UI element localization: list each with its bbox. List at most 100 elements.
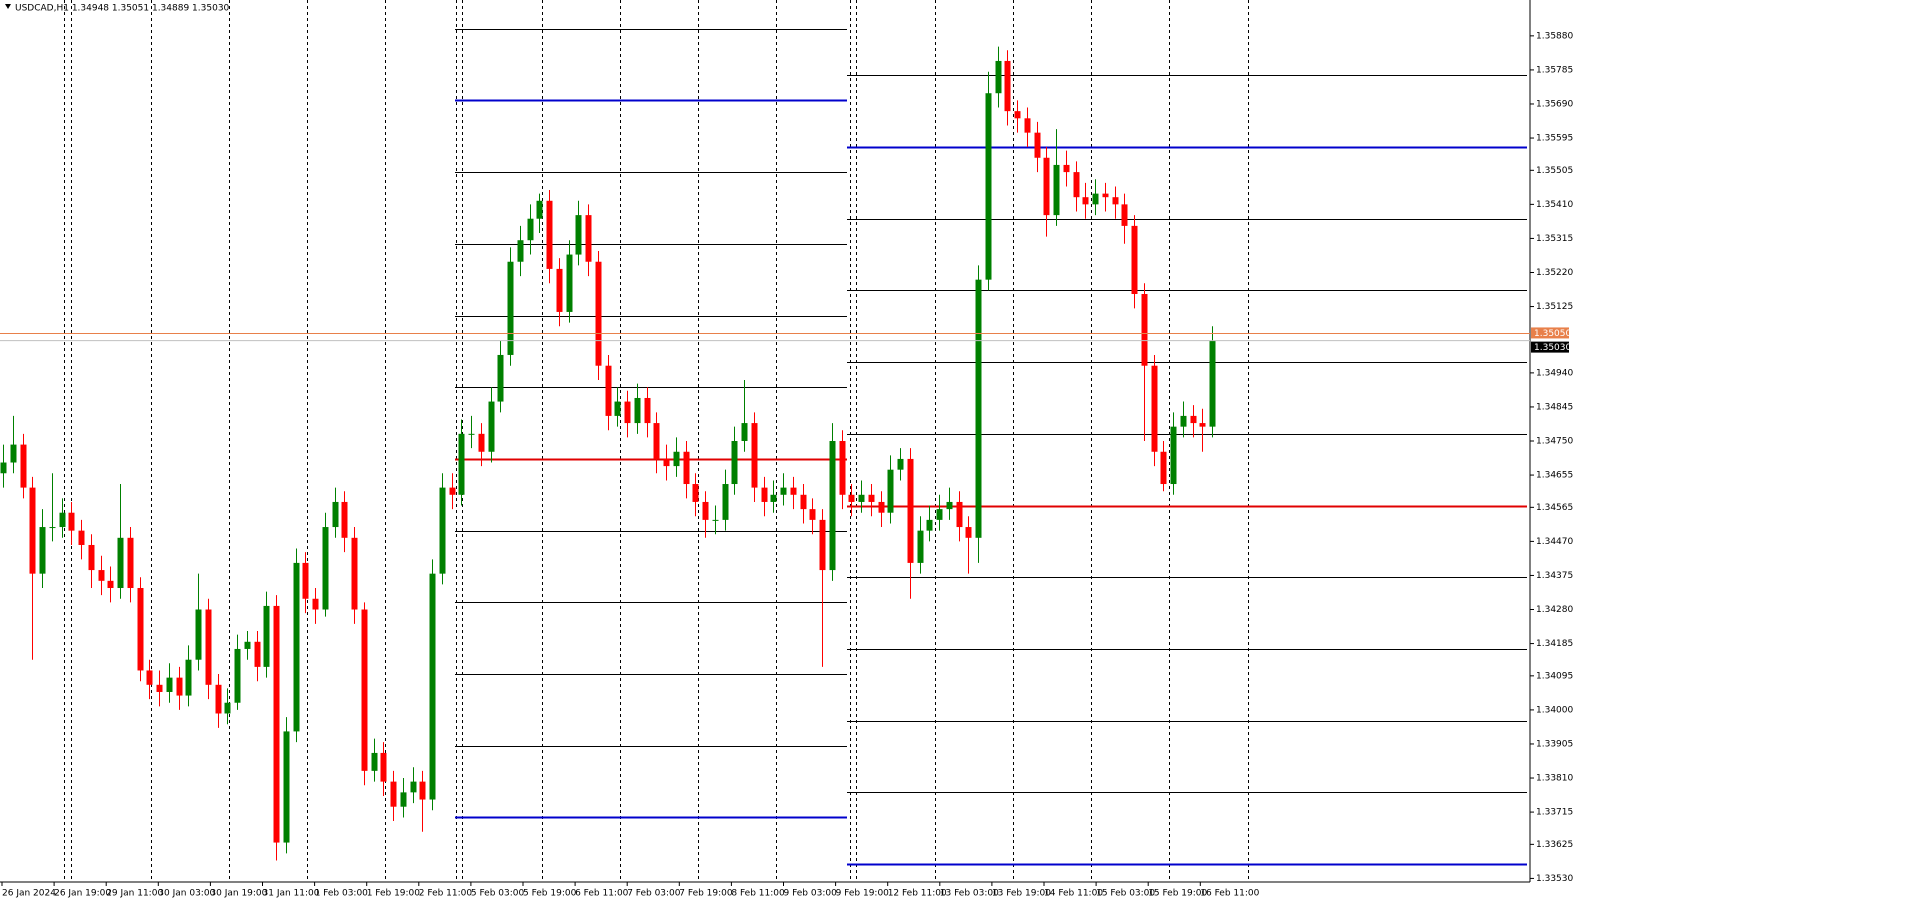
candle-body [10,444,17,463]
candle-body [185,659,192,696]
candle-body [312,598,319,610]
candle-body [819,519,826,571]
x-tick-label: 6 Feb 11:00 [575,889,629,899]
x-tick-label: 29 Jan 11:00 [106,889,163,899]
candle-body [1092,193,1099,205]
candle-body [1024,118,1031,133]
candle-body [790,487,797,495]
candle-body [224,702,231,714]
candle-body [78,530,85,545]
candle-body [410,781,417,793]
candle-body [663,458,670,467]
candle-body [897,458,904,470]
candle-body [624,401,631,424]
candle-body [644,397,651,424]
candle-body [575,215,582,255]
candle-body [926,519,933,531]
candle-body [68,512,75,531]
bid-label: 1.35050 [1534,329,1571,339]
y-tick-label: 1.35785 [1536,65,1573,75]
candle-body [556,268,563,312]
candle-body [605,365,612,416]
candle-body [449,487,456,495]
candle-body [517,240,524,262]
candle-body [995,60,1002,94]
candle-body [1082,197,1089,205]
y-tick-label: 1.35690 [1536,99,1573,109]
candle-body [731,441,738,485]
y-tick-label: 1.33530 [1536,874,1573,884]
separators [64,0,1249,882]
x-tick-label: 5 Feb 19:00 [523,889,577,899]
x-tick-label: 7 Feb 03:00 [627,889,681,899]
x-tick-label: 26 Jan 19:00 [54,889,111,899]
candle-body [390,781,397,807]
bid-label-box [1531,327,1569,339]
candle-body [1209,340,1216,427]
candle-body [380,752,387,782]
candle-body [741,423,748,441]
candle-body [49,527,56,529]
y-tick-label: 1.34375 [1536,571,1573,581]
y-tick-label: 1.34940 [1536,368,1573,378]
candle-body [985,93,992,280]
candle-body [907,458,914,563]
candle-body [673,451,680,467]
y-tick-label: 1.33810 [1536,774,1573,784]
x-tick-label: 1 Feb 19:00 [367,889,421,899]
x-tick-label: 31 Jan 11:00 [263,889,320,899]
candle-body [283,731,290,843]
candle-body [770,494,777,502]
y-tick-label: 1.33905 [1536,739,1573,749]
candle-body [39,527,46,574]
x-tick-label: 15 Feb 03:00 [1096,889,1155,899]
menu-arrow[interactable] [5,4,11,9]
candle-body [868,494,875,502]
candle-body [107,580,114,588]
candle-body [439,487,446,574]
x-tick-label: 12 Feb 11:00 [888,889,947,899]
candle-body [146,670,153,685]
candle-body [702,501,709,520]
candle-body [1151,365,1158,452]
candle-body [400,792,407,807]
x-tick-label: 8 Feb 11:00 [731,889,785,899]
candle-body [88,544,95,571]
candle-body [858,494,865,502]
candle-body [1199,423,1206,427]
y-tick-label: 1.35595 [1536,134,1573,144]
y-tick-label: 1.34470 [1536,537,1573,547]
y-tick-label: 1.34845 [1536,402,1573,412]
x-tick-label: 30 Jan 19:00 [210,889,267,899]
y-tick-label: 1.35220 [1536,268,1573,278]
candle-body [263,605,270,667]
candle-body [1073,172,1080,198]
x-tick-label: 9 Feb 03:00 [784,889,838,899]
candle-body [1170,426,1177,485]
candle-body [371,752,378,771]
candle-body [887,469,894,513]
y-tick-label: 1.35125 [1536,302,1573,312]
y-tick-label: 1.35315 [1536,234,1573,244]
candle-body [468,433,475,435]
candle-body [127,537,134,588]
x-tick-label: 2 Feb 11:00 [419,889,473,899]
candle-body [429,573,436,800]
y-tick-label: 1.34185 [1536,639,1573,649]
candle-body [302,562,309,599]
candle-body [1190,415,1197,424]
candle-body [527,218,534,241]
x-tick-label: 16 Feb 11:00 [1200,889,1259,899]
candle-body [692,484,699,502]
candle-body [975,279,982,538]
candle-body [478,433,485,452]
x-tick-label: 13 Feb 19:00 [992,889,1051,899]
candle-body [488,401,495,452]
candle-body [1131,225,1138,294]
levels [455,29,1527,866]
candle-body [878,501,885,513]
candle-body [1063,164,1070,173]
candle-body [848,494,855,502]
y-tick-label: 1.34280 [1536,605,1573,615]
